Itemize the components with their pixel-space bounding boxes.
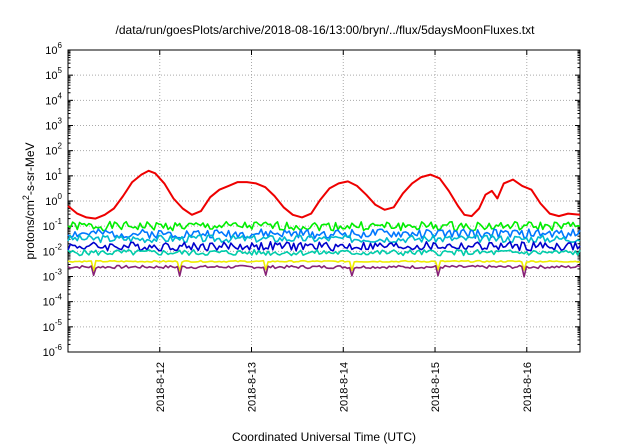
x-tick-label: 2018-8-13: [247, 362, 259, 412]
series-line-6: [67, 248, 581, 257]
y-axis-label-sup: 2: [21, 195, 31, 200]
y-tick-label: 10-2: [43, 242, 63, 258]
y-tick-label: 10-1: [43, 217, 63, 233]
y-tick-label: 102: [45, 142, 62, 158]
y-axis-label-tail: -s-sr-MeV: [23, 142, 37, 195]
series-line-2: [67, 220, 581, 232]
y-axis-ticks: 10-6 10-5 10-4 10-3 10-2 10-1 100 101 102 103 104 1…: [43, 41, 580, 359]
y-tick-label: 105: [45, 66, 62, 82]
series-line-1: [67, 169, 581, 220]
series-line-3: [67, 228, 581, 239]
x-tick-label: 2018-8-14: [338, 362, 350, 412]
series-line-8: [67, 264, 581, 278]
x-axis-ticks: 2018-8-12 2018-8-13 2018-8-14 2018-8-15 2018…: [155, 50, 534, 412]
y-tick-label: 100: [45, 192, 62, 208]
series-line-7: [67, 259, 581, 272]
y-tick-label: 103: [45, 117, 62, 133]
series-line-4: [67, 234, 581, 244]
y-tick-label: 10-5: [43, 318, 63, 334]
x-tick-label: 2018-8-12: [155, 362, 167, 412]
y-tick-label: 101: [45, 167, 62, 183]
series-line-5: [67, 241, 581, 252]
chart-title: /data/run/goesPlots/archive/2018-08-16/1…: [116, 23, 536, 37]
y-tick-label: 10-3: [43, 268, 63, 284]
y-axis-label: protons/cm2-s-sr-MeV: [21, 142, 37, 259]
y-tick-label: 10-4: [43, 293, 63, 309]
x-tick-label: 2018-8-15: [430, 362, 442, 412]
y-tick-label: 104: [45, 91, 62, 107]
y-tick-label: 106: [45, 41, 62, 57]
series-lines: [67, 169, 581, 278]
x-axis-label: Coordinated Universal Time (UTC): [232, 430, 416, 444]
y-tick-label: 10-6: [43, 343, 63, 359]
grid: [68, 50, 580, 352]
y-axis-label-main: protons/cm: [23, 200, 37, 259]
x-tick-label: 2018-8-16: [522, 362, 534, 412]
